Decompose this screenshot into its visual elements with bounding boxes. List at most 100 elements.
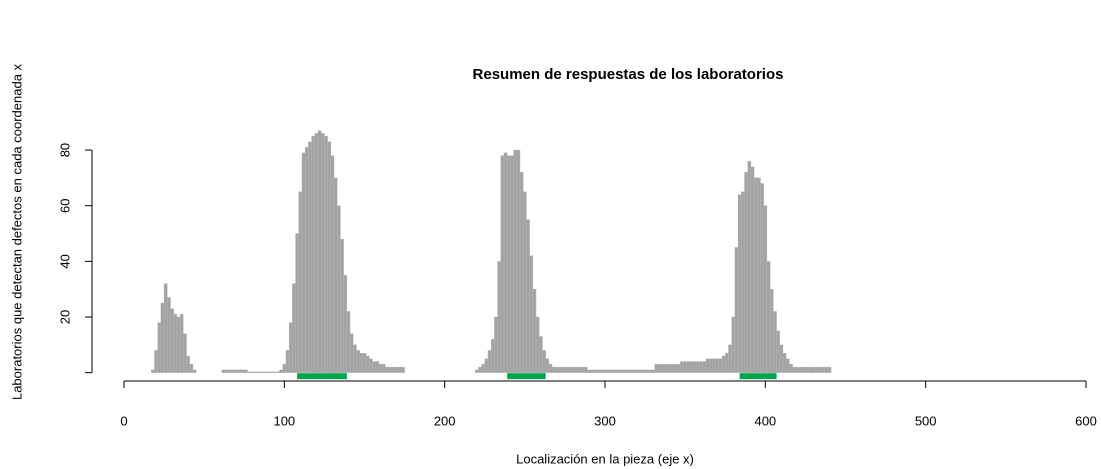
bar [705, 358, 710, 373]
bar [737, 194, 742, 373]
bar [635, 369, 639, 373]
bar [272, 371, 277, 373]
bar [365, 355, 370, 373]
bar [173, 314, 178, 373]
bar [654, 364, 659, 373]
bar [670, 364, 675, 373]
bar [692, 361, 697, 373]
bar [301, 152, 306, 373]
bar [253, 371, 258, 373]
bar [292, 283, 296, 373]
bar [192, 369, 197, 373]
bar [481, 364, 485, 373]
bar [599, 369, 604, 373]
bar [616, 369, 620, 373]
bar [179, 314, 184, 373]
y-axis-label: Laboratorios que detectan defectos en ca… [9, 63, 24, 400]
bar [603, 369, 607, 373]
bar [702, 361, 707, 373]
bar [269, 371, 274, 373]
bar [295, 233, 299, 373]
bar [494, 316, 498, 373]
bar [773, 311, 777, 373]
bar [680, 361, 684, 373]
bar [394, 366, 399, 373]
bar [619, 369, 623, 373]
bar [500, 155, 505, 373]
bar [244, 369, 248, 373]
bar [657, 364, 662, 373]
bar [728, 344, 732, 373]
bar [593, 369, 598, 373]
bar [224, 369, 229, 373]
bar [625, 369, 630, 373]
bar [327, 141, 332, 373]
bar [715, 358, 720, 373]
bar [558, 366, 562, 373]
bar [346, 311, 351, 373]
bar [333, 177, 338, 373]
bar [632, 369, 636, 373]
bar [523, 191, 527, 373]
bar [660, 364, 665, 373]
bar [667, 364, 671, 373]
bar [276, 371, 280, 373]
bar [362, 352, 367, 373]
bar [385, 366, 389, 373]
bar [308, 141, 312, 373]
bar [760, 183, 764, 373]
bar [186, 355, 190, 373]
bar [725, 352, 729, 373]
bar [641, 369, 646, 373]
bar [609, 369, 614, 373]
bar [644, 369, 649, 373]
bar [734, 247, 739, 373]
bar [526, 219, 530, 373]
bar [769, 288, 774, 373]
bar [304, 147, 309, 373]
bar [353, 344, 357, 373]
bar [664, 364, 668, 373]
interval [507, 373, 546, 380]
bar [317, 130, 322, 373]
bar [183, 333, 187, 373]
x-tick-label: 200 [434, 413, 456, 428]
bar [359, 352, 364, 373]
bar [356, 350, 360, 373]
bar [391, 366, 396, 373]
bar [821, 366, 825, 373]
bar [718, 358, 723, 373]
interval [739, 373, 777, 380]
bar [497, 261, 501, 373]
bar [256, 371, 261, 373]
bar [731, 316, 736, 373]
bar [176, 316, 181, 373]
bar [696, 361, 700, 373]
bar [709, 358, 713, 373]
x-axis-label: Localización en la pieza (eje x) [516, 451, 694, 466]
bar [577, 366, 582, 373]
bar [157, 322, 162, 373]
bar [622, 369, 627, 373]
bar [673, 364, 678, 373]
bar [247, 371, 251, 373]
x-tick-label: 100 [273, 413, 295, 428]
bar [551, 366, 556, 373]
bar [388, 366, 392, 373]
bar [369, 358, 373, 373]
bar [539, 336, 543, 373]
bar [397, 366, 402, 373]
bar [638, 369, 643, 373]
bar [324, 135, 328, 373]
bar [266, 371, 271, 373]
bar [757, 177, 761, 373]
bar [596, 369, 601, 373]
bar [513, 149, 518, 373]
bar [311, 135, 315, 373]
bar [571, 366, 575, 373]
bar [516, 149, 521, 373]
bar [744, 172, 748, 373]
bar [753, 177, 758, 373]
bar [763, 205, 768, 373]
